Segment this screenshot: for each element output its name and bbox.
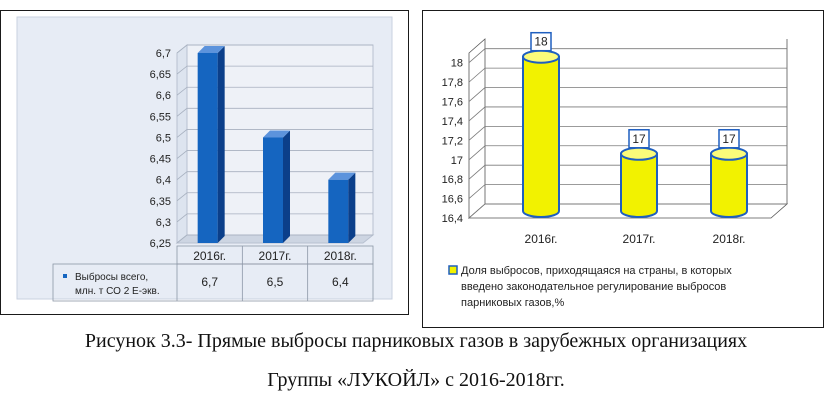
left-y-tick-label: 6,7	[156, 48, 171, 60]
right-gridline	[468, 106, 787, 122]
right-bar	[710, 152, 748, 218]
left-row-label-line2: млн. т СО 2 Е-экв.	[75, 286, 160, 297]
left-bar	[263, 137, 283, 243]
right-chart: 16,4 16,6 16,8 17 17,2 17,4 17,6 17,8 18 18 17 17 20…	[442, 31, 789, 309]
right-y-tick-label: 16,6	[442, 194, 463, 206]
left-bar-side	[217, 46, 225, 243]
left-y-tick-label: 6,4	[156, 175, 171, 187]
left-bar-side	[348, 172, 356, 243]
figure-caption-line-1: Рисунок 3.3- Прямые выбросы парниковых г…	[84, 330, 748, 352]
figure-caption-line-2: Группы «ЛУКОЙЛ» с 2016-2018гг.	[267, 369, 565, 391]
right-data-label-box	[718, 129, 740, 149]
left-gridline	[176, 192, 373, 202]
left-bar-top	[328, 172, 356, 180]
left-y-tick-label: 6,25	[150, 238, 171, 250]
left-y-tick-label: 6,5	[156, 132, 171, 144]
right-bar	[522, 55, 560, 218]
left-gridline	[176, 44, 373, 54]
left-bar	[328, 179, 349, 243]
right-category-label: 2018г.	[713, 232, 746, 246]
left-category-label: 2017г.	[259, 249, 292, 263]
right-gridline	[468, 67, 787, 83]
left-bar-top	[197, 46, 225, 53]
right-data-label: 17	[632, 132, 646, 146]
right-category-label: 2016г.	[525, 232, 558, 246]
left-y-tick-label: 6,65	[150, 69, 171, 81]
right-bar-top	[522, 49, 560, 64]
right-legend-swatch	[448, 265, 458, 275]
left-chart-panel: 6,25 6,3 6,35 6,4 6,45 6,5 6,55 6,6 6,65 6,7 2016г…	[0, 10, 409, 315]
left-y-tick-label: 6,55	[150, 111, 171, 123]
right-gridline	[468, 184, 787, 199]
right-y-tick-label: 17,6	[442, 97, 463, 109]
left-gridline	[176, 65, 373, 75]
right-y-tick-label: 17,8	[442, 77, 463, 89]
left-y-tick-label: 6,6	[156, 90, 171, 102]
right-gridline	[468, 125, 787, 141]
left-gridline	[176, 107, 373, 117]
right-y-tick-label: 17	[451, 155, 463, 167]
right-data-label: 18	[534, 35, 548, 49]
left-side-wall	[176, 43, 188, 245]
left-legend-swatch	[63, 274, 67, 278]
left-table-value: 6,4	[332, 275, 349, 289]
left-y-tick-label: 6,3	[156, 217, 171, 229]
right-y-tick-label: 17,4	[442, 116, 463, 128]
right-y-tick-label: 16,4	[442, 213, 463, 225]
left-category-label: 2016г.	[193, 249, 226, 263]
left-bar	[197, 53, 218, 243]
right-bar-top	[620, 146, 658, 161]
right-gridline	[468, 145, 787, 161]
right-legend-text: парниковых газов,%	[461, 297, 564, 309]
left-gridline	[176, 86, 373, 96]
left-table-value: 6,5	[267, 275, 284, 289]
right-gridline	[468, 87, 787, 102]
right-gridline	[468, 203, 787, 219]
right-bar-top	[710, 146, 748, 161]
right-category-label: 2017г.	[623, 232, 656, 246]
left-chart: 6,25 6,3 6,35 6,4 6,45 6,5 6,55 6,6 6,65 6,7 2016г…	[16, 16, 393, 302]
right-legend-text: введено законодательное регулирование вы…	[461, 281, 726, 293]
right-y-tick-label: 18	[451, 58, 463, 70]
right-chart-panel: 16,4 16,6 16,8 17 17,2 17,4 17,6 17,8 18 18 17 17 20…	[422, 10, 824, 328]
left-gridline	[176, 129, 373, 138]
left-bar-side	[283, 130, 290, 243]
left-row-label-line1: Выбросы всего,	[75, 271, 148, 283]
left-y-tick-label: 6,35	[150, 196, 171, 208]
right-y-tick-label: 17,2	[442, 135, 463, 147]
right-data-label-box	[628, 129, 650, 149]
left-gridline	[176, 150, 373, 159]
left-category-label: 2018г.	[324, 249, 357, 263]
left-data-table-header	[176, 245, 374, 265]
left-bar-top	[263, 130, 290, 138]
left-gridline	[176, 213, 373, 223]
right-bar	[620, 152, 658, 218]
left-gridline	[176, 234, 373, 244]
right-gridline	[468, 164, 787, 180]
left-table-value: 6,7	[201, 275, 218, 289]
right-gridline	[468, 48, 787, 64]
left-y-tick-label: 6,45	[150, 154, 171, 166]
right-legend-text: Доля выбросов, приходящаяся на страны, в…	[461, 265, 732, 277]
left-gridline	[176, 171, 373, 180]
right-data-label: 17	[722, 132, 736, 146]
right-y-tick-label: 16,8	[442, 174, 463, 186]
right-data-label-box	[530, 31, 552, 52]
